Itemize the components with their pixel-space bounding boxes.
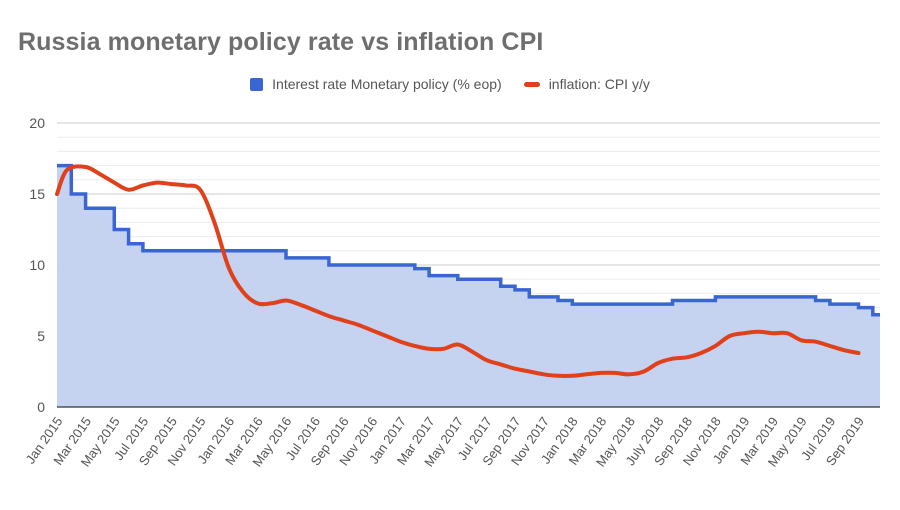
chart-title: Russia monetary policy rate vs inflation… [18,28,544,56]
interest-rate-line[interactable] [57,163,880,317]
legend-label-inflation: inflation: CPI y/y [548,76,650,92]
y-tick-label: 20 [29,115,45,131]
y-tick-label: 10 [29,257,45,273]
legend-item-inflation[interactable]: inflation: CPI y/y [523,76,650,92]
inflation-cpi-line[interactable] [55,164,861,378]
interest-rate-area [57,165,880,407]
y-tick-label: 15 [29,186,45,202]
chart-legend: Interest rate Monetary policy (% eop) in… [0,76,900,92]
legend-swatch-interest-rate [250,77,264,91]
y-tick-label: 5 [37,328,45,344]
legend-swatch-inflation [523,81,540,87]
legend-item-interest-rate[interactable]: Interest rate Monetary policy (% eop) [250,76,502,92]
y-tick-label: 0 [37,399,45,415]
legend-label-interest-rate: Interest rate Monetary policy (% eop) [272,76,502,92]
